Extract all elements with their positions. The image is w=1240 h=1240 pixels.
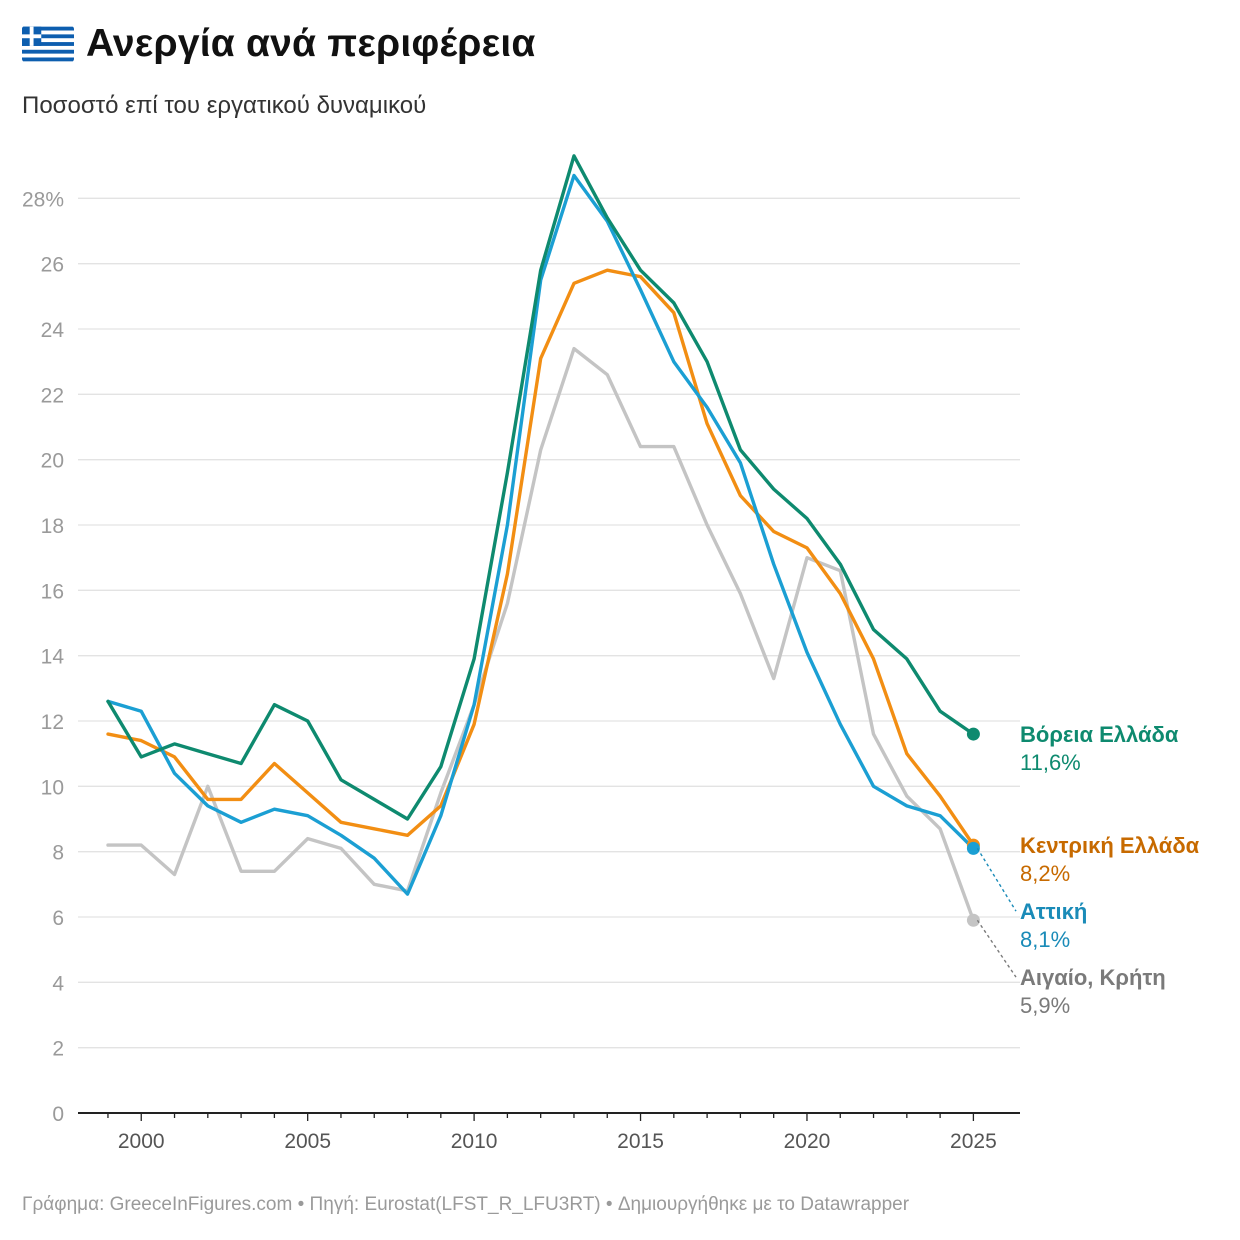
chart-title-row: Ανεργία ανά περιφέρεια: [22, 22, 536, 66]
chart-header: Ανεργία ανά περιφέρεια: [22, 22, 536, 66]
y-tick-label: 14: [41, 646, 65, 669]
chart-footer: Γράφημα: GreeceInFigures.com • Πηγή: Eur…: [22, 1194, 909, 1216]
series-end-label: Κεντρική Ελλάδα: [1020, 833, 1200, 858]
y-tick-label: 20: [41, 450, 64, 473]
y-tick-label: 28%: [22, 188, 64, 211]
y-tick-label: 24: [41, 319, 65, 342]
y-tick-label: 6: [52, 907, 64, 930]
x-tick-label: 2025: [950, 1130, 997, 1153]
footer-credit: Γράφημα: GreeceInFigures.com: [22, 1194, 293, 1215]
series-line: [106, 268, 976, 847]
chart-gridlines: [78, 197, 1020, 1049]
y-tick-label: 10: [41, 776, 64, 799]
y-tick-label: 8: [52, 842, 64, 865]
series-line: [106, 154, 976, 821]
series-line: [106, 346, 976, 922]
x-tick-label: 2005: [284, 1130, 331, 1153]
series-end-label: Βόρεια Ελλάδα: [1020, 722, 1179, 747]
chart-series-lines: [106, 154, 980, 927]
x-tick-label: 2000: [118, 1130, 165, 1153]
y-tick-label: 4: [52, 972, 64, 995]
series-end-value: 11,6%: [1020, 750, 1081, 775]
x-tick-label: 2010: [451, 1130, 498, 1153]
y-tick-label: 18: [41, 515, 64, 538]
label-leader-line: [976, 919, 1017, 978]
footer-separator: •: [600, 1194, 618, 1215]
y-tick-label: 0: [52, 1103, 64, 1126]
series-end-value: 8,2%: [1020, 861, 1070, 886]
y-tick-label: 12: [41, 711, 64, 734]
chart-end-labels: Βόρεια Ελλάδα 11,6% Κεντρική Ελλάδα 8,2% Αττ…: [976, 722, 1200, 1018]
footer-separator: •: [292, 1194, 310, 1215]
series-end-label: Αττική: [1020, 899, 1087, 924]
series-end-point: [966, 913, 980, 927]
x-tick-label: 2020: [784, 1130, 831, 1153]
label-leader-line: [976, 848, 1017, 912]
chart-subtitle: Ποσοστό επί του εργατικού δυναμικού: [22, 92, 427, 119]
x-tick-label: 2015: [617, 1130, 664, 1153]
x-axis: 2000 2005 2010 2015 2020 2025: [78, 1112, 1020, 1153]
y-tick-label: 16: [41, 580, 64, 603]
series-end-value: 5,9%: [1020, 993, 1070, 1018]
y-tick-label: 22: [41, 384, 64, 407]
series-end-point: [966, 841, 980, 855]
series-end-label: Αιγαίο, Κρήτη: [1020, 965, 1166, 990]
greek-flag-icon: [22, 26, 74, 62]
y-tick-label: 2: [52, 1038, 64, 1061]
footer-source: Πηγή: Eurostat(LFST_R_LFU3RT): [309, 1194, 601, 1215]
series-end-point: [966, 727, 980, 741]
series-end-value: 8,1%: [1020, 927, 1070, 952]
chart-title: Ανεργία ανά περιφέρεια: [86, 22, 536, 65]
y-tick-label: 26: [41, 254, 64, 277]
footer-tool: Δημιουργήθηκε με το Datawrapper: [617, 1194, 910, 1215]
